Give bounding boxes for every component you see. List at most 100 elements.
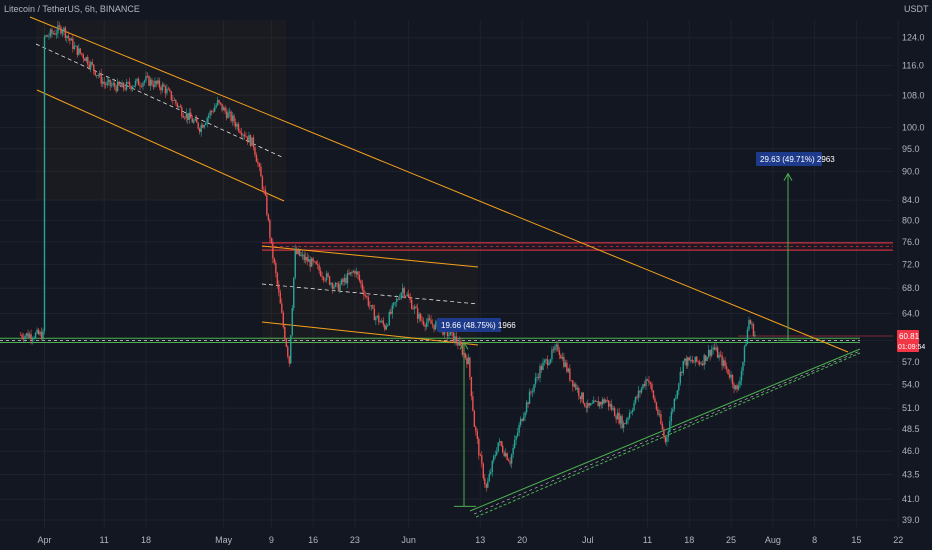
price-axis[interactable]: 124.0 116.0 108.0 100.0 95.0 90.0 84.0 80.0 76.0…	[902, 33, 925, 525]
candle-body	[464, 353, 467, 358]
candle-body	[497, 442, 499, 452]
candle-body	[370, 305, 373, 307]
candle-body	[316, 264, 319, 266]
candle-body	[748, 320, 750, 330]
candle-body	[661, 423, 664, 430]
candle-body	[643, 384, 646, 387]
candle-body	[712, 347, 714, 350]
candle-body	[219, 102, 222, 104]
candle-body	[79, 48, 82, 54]
time-tick-label: 25	[726, 535, 736, 545]
candle-body	[157, 80, 159, 84]
candle-body	[509, 461, 511, 464]
candle-body	[137, 78, 140, 86]
candle-body	[631, 410, 634, 413]
channel-midline	[35, 43, 285, 159]
candle-body	[540, 366, 543, 370]
candle-body	[491, 460, 493, 473]
price-tick-label: 57.0	[902, 357, 920, 367]
time-tick-label: 20	[517, 535, 527, 545]
candle-body	[69, 38, 71, 41]
candle-body	[728, 374, 731, 378]
candle-body	[90, 62, 92, 68]
candle-body	[496, 451, 498, 455]
candle-body	[293, 277, 295, 309]
candle-body	[121, 82, 123, 88]
candle-body	[327, 273, 329, 277]
candle-body	[567, 368, 570, 372]
candle-body	[522, 416, 525, 421]
candle-body	[725, 366, 728, 369]
candle-body	[182, 116, 185, 118]
candle-body	[733, 384, 735, 390]
candle-body	[130, 86, 132, 90]
candle-body	[270, 237, 273, 243]
candle-body	[275, 263, 277, 274]
time-tick-label: Jun	[401, 535, 416, 545]
candle-body	[273, 258, 276, 264]
candle-body	[610, 404, 613, 410]
candle-body	[667, 431, 670, 438]
price-tick-label: 95.0	[902, 144, 920, 154]
currency-label: USDT	[904, 4, 929, 14]
candle-body	[106, 81, 108, 86]
candle-body	[700, 363, 702, 365]
candle-body	[415, 306, 417, 308]
candle-body	[746, 329, 749, 344]
candle-body	[22, 337, 25, 340]
candle-body	[490, 472, 492, 475]
candle-body	[694, 356, 696, 363]
candle-body	[78, 48, 80, 55]
candle-body	[709, 349, 711, 356]
candle-body	[664, 436, 667, 442]
candle-body	[410, 299, 413, 309]
candle-body	[342, 279, 344, 283]
candle-body	[524, 412, 526, 417]
candle-body	[569, 368, 571, 381]
candle-body	[51, 29, 53, 34]
measure-1-label: 19.66 (48.75%) 1966	[441, 321, 516, 330]
candle-body	[696, 356, 698, 362]
candle-body	[318, 265, 320, 271]
resistance-zone	[262, 242, 893, 251]
candle-body	[512, 447, 514, 455]
candle-body	[387, 325, 389, 326]
candle-body	[527, 402, 529, 404]
measure-2-head	[783, 172, 793, 181]
candle-body	[19, 334, 22, 336]
candle-body	[458, 341, 461, 346]
candle-body	[576, 388, 579, 390]
candle-body	[310, 258, 313, 267]
candle-body	[630, 412, 632, 414]
time-tick-label: 18	[141, 535, 151, 545]
price-tick-label: 100.0	[902, 122, 925, 132]
candle-body	[637, 390, 640, 398]
candle-body	[409, 297, 411, 300]
time-tick-label: Apr	[37, 535, 51, 545]
candle-body	[355, 271, 358, 274]
candle-body	[264, 190, 267, 196]
candle-body	[364, 295, 367, 297]
candle-body	[67, 35, 70, 39]
candle-body	[531, 391, 534, 393]
candle-body	[663, 429, 665, 437]
candle-body	[361, 283, 364, 290]
candle-body	[207, 115, 210, 119]
price-tick-label: 46.0	[902, 446, 920, 456]
candle-body	[203, 124, 205, 128]
candle-body	[475, 426, 477, 432]
candle-body	[516, 432, 519, 437]
candle-body	[594, 400, 596, 402]
candle-body	[697, 361, 699, 363]
time-tick-label: 11	[100, 535, 109, 545]
candle-body	[57, 25, 59, 34]
candle-body	[291, 308, 293, 336]
measure-2-label-bg	[756, 152, 822, 166]
time-axis[interactable]: Apr 11 18 May 9 16 23 Jun 13 20 Jul 11 18 25 Aug 8 15 22	[37, 535, 903, 545]
drawing-overlays	[29, 16, 861, 518]
candle-body	[333, 286, 335, 289]
candle-body	[119, 85, 122, 88]
candle-body	[597, 401, 599, 407]
time-tick-label: 22	[893, 535, 903, 545]
